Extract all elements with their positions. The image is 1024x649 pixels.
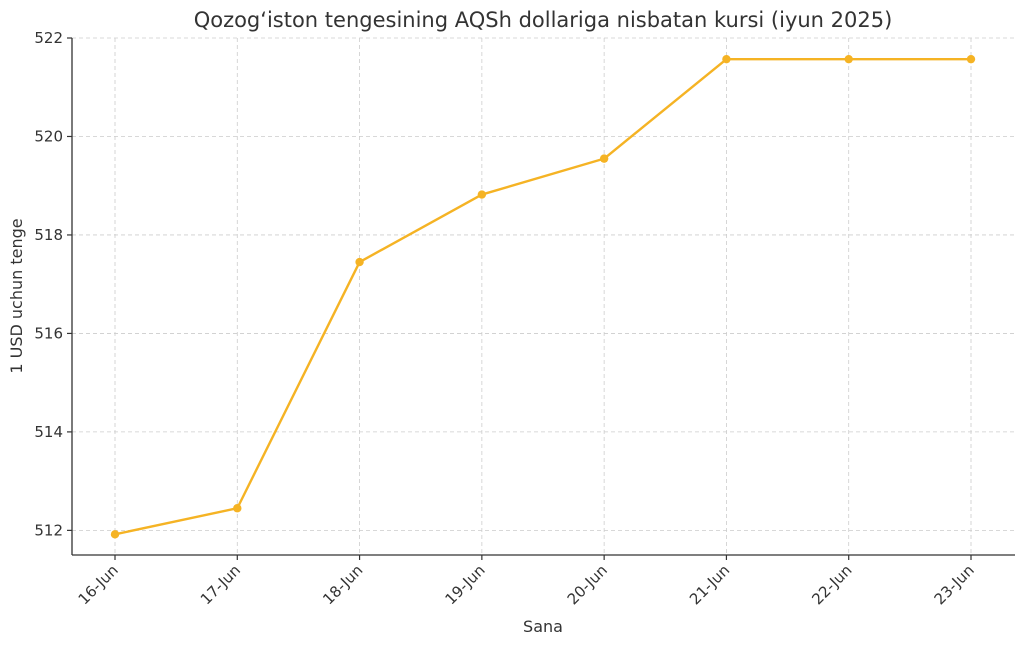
data-point <box>599 154 609 163</box>
data-point <box>722 54 731 64</box>
y-axis-ticks: 512 514 516 518 520 522 <box>34 29 72 539</box>
y-tick-label: 512 <box>34 521 63 539</box>
grid <box>72 37 1015 555</box>
x-tick-label: 21-Jun <box>686 561 733 608</box>
x-tick-label: 20-Jun <box>564 561 611 608</box>
y-tick-label: 516 <box>34 324 63 342</box>
x-axis-label: Sana <box>523 617 563 636</box>
x-tick-label: 19-Jun <box>441 561 488 608</box>
data-point <box>477 190 487 199</box>
y-tick-label: 522 <box>34 29 63 47</box>
data-point <box>355 257 364 267</box>
x-tick-label: 16-Jun <box>75 561 122 608</box>
data-point <box>110 530 120 539</box>
y-tick-label: 518 <box>34 226 63 244</box>
data-point <box>844 54 853 64</box>
chart-title: Qozog‘iston tengesining AQSh dollariga n… <box>194 8 893 32</box>
series <box>110 54 976 539</box>
data-point <box>966 54 976 64</box>
data-point <box>233 504 242 513</box>
y-tick-label: 514 <box>34 423 63 441</box>
axes <box>71 38 1015 556</box>
x-tick-label: 23-Jun <box>931 561 978 608</box>
y-axis-label: 1 USD uchun tenge <box>7 218 26 373</box>
x-tick-label: 22-Jun <box>808 561 855 608</box>
x-tick-label: 18-Jun <box>319 561 366 608</box>
series-line <box>114 57 971 536</box>
x-tick-label: 17-Jun <box>197 561 244 608</box>
y-tick-label: 520 <box>34 127 63 145</box>
x-axis-ticks: 16-Jun 17-Jun 18-Jun 19-Jun 20-Jun 21-Jun 22-J… <box>75 555 978 608</box>
